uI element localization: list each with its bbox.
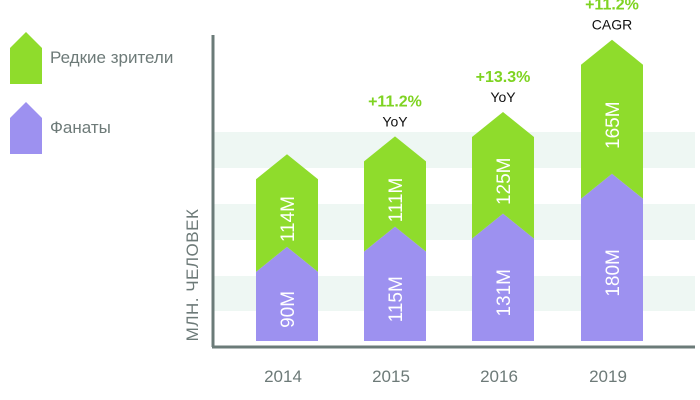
bar-fans-2016 [472, 213, 534, 341]
legend-fans-icon [10, 102, 42, 154]
legend-casual-icon [10, 32, 42, 84]
growth-value-2016: +13.3% [476, 69, 531, 86]
legend: Редкие зрители Фанаты [10, 32, 173, 154]
x-tick-2019: 2019 [589, 367, 627, 386]
label-casual-2014: 114M [278, 196, 299, 242]
bar-casual-2016 [472, 112, 534, 239]
label-fans-2016: 131M [494, 269, 515, 317]
legend-label-casual: Редкие зрители [50, 48, 173, 67]
label-fans-2014: 90M [278, 291, 299, 328]
x-tick-2014: 2014 [264, 367, 302, 386]
growth-value-2015: +11.2% [368, 93, 422, 110]
x-tick-labels: 2014 2015 2016 2019 [264, 367, 627, 386]
y-axis-label: МЛН. ЧЕЛОВЕК [183, 209, 202, 342]
legend-label-fans: Фанаты [50, 118, 111, 137]
label-casual-2015: 111M [386, 178, 407, 223]
label-casual-2019: 165M [603, 101, 624, 149]
growth-label-2019: CAGR [592, 17, 632, 33]
bars: 90M 114M 115M 111M 131M 125M 180M 165M [256, 39, 643, 341]
growth-label-2015: YoY [382, 113, 408, 129]
bar-fans-2014 [256, 246, 318, 341]
growth-annotations: +11.2% YoY +13.3% YoY +11.2% CAGR [368, 0, 639, 129]
label-casual-2016: 125M [494, 158, 515, 206]
bar-fans-2015 [364, 226, 426, 341]
x-tick-2015: 2015 [372, 367, 410, 386]
growth-label-2016: YoY [490, 89, 516, 105]
bar-casual-2015 [364, 136, 426, 252]
label-fans-2019: 180M [603, 249, 624, 297]
x-tick-2016: 2016 [480, 367, 518, 386]
bar-casual-2019 [581, 39, 643, 199]
bar-casual-2014 [256, 154, 318, 272]
bar-fans-2019 [581, 173, 643, 341]
label-fans-2015: 115M [386, 276, 407, 322]
growth-value-2019: +11.2% [585, 0, 639, 14]
